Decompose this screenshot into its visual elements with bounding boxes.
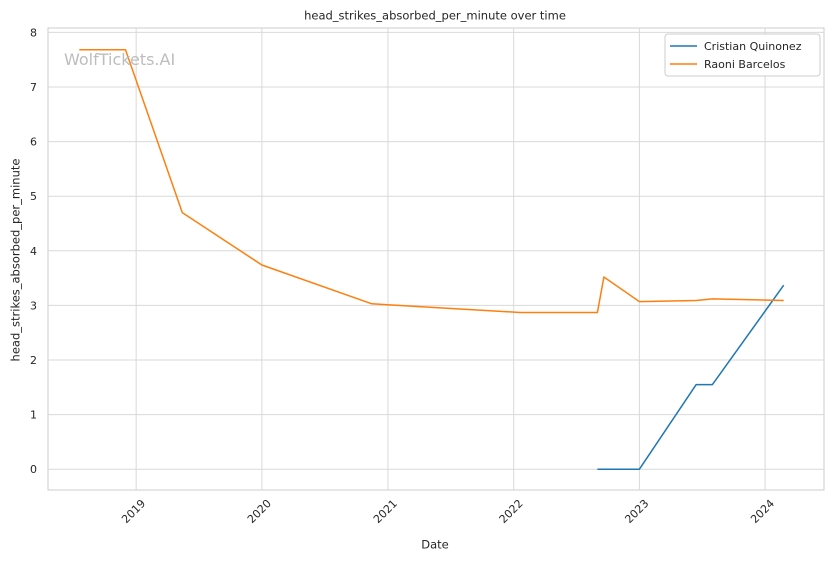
y-tick-label: 0 bbox=[30, 463, 37, 476]
y-tick-label: 2 bbox=[30, 354, 37, 367]
legend: Cristian Quinonez Raoni Barcelos bbox=[664, 33, 821, 77]
series-layer bbox=[79, 49, 785, 470]
chart-title: head_strikes_absorbed_per_minute over ti… bbox=[304, 9, 566, 23]
y-tick-label: 8 bbox=[30, 26, 37, 39]
y-tick-label: 6 bbox=[30, 136, 37, 149]
y-axis-label: head_strikes_absorbed_per_minute bbox=[9, 159, 23, 362]
y-tick-label: 1 bbox=[30, 409, 37, 422]
x-axis-label: Date bbox=[421, 538, 449, 552]
y-tick-label: 4 bbox=[30, 245, 37, 258]
y-tick-label: 5 bbox=[30, 190, 37, 203]
series-line-raoni-barcelos bbox=[79, 49, 784, 314]
series-line-cristian-quinonez bbox=[597, 284, 785, 470]
legend-label-raoni-barcelos: Raoni Barcelos bbox=[704, 58, 786, 71]
legend-label-cristian-quinonez: Cristian Quinonez bbox=[704, 40, 802, 53]
y-tick-label: 3 bbox=[30, 299, 37, 312]
plot-frame bbox=[47, 27, 825, 491]
legend-box bbox=[664, 33, 821, 77]
grid bbox=[47, 27, 825, 491]
watermark: WolfTickets.AI bbox=[64, 50, 175, 69]
y-tick-label: 7 bbox=[30, 81, 37, 94]
